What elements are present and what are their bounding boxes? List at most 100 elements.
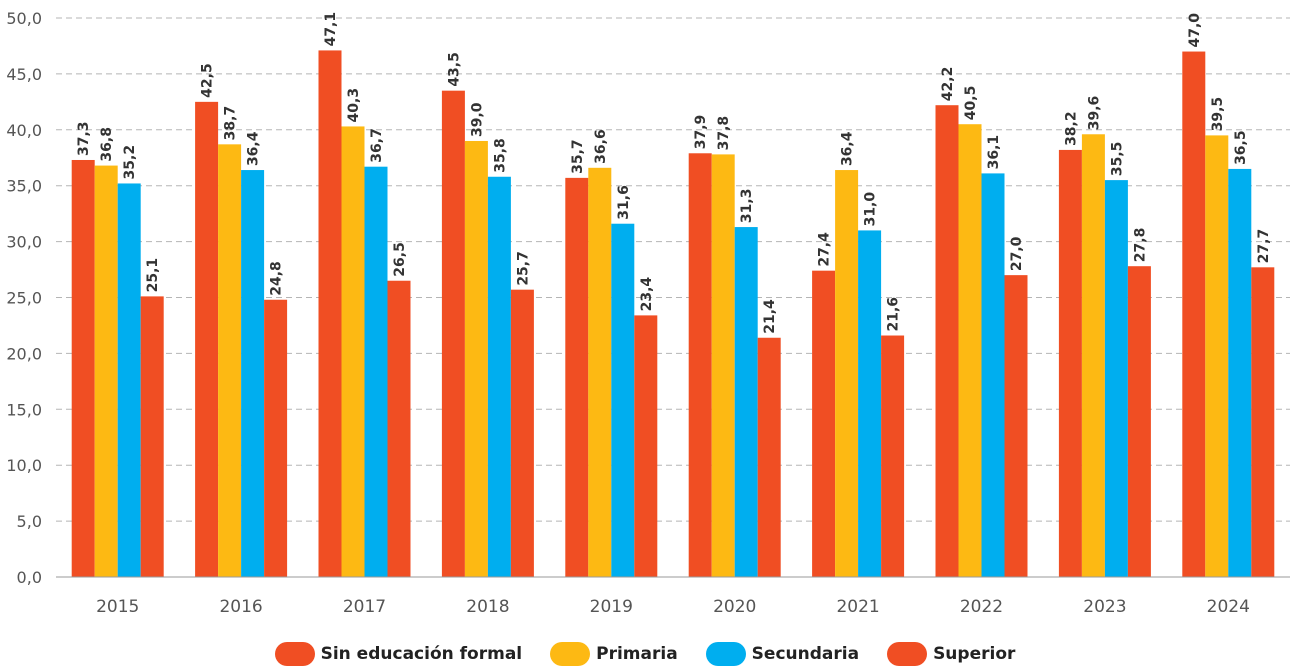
data-label: 31,0 xyxy=(863,192,879,227)
bar xyxy=(195,101,219,577)
bar xyxy=(1228,168,1252,577)
bar xyxy=(711,154,735,577)
data-label: 35,7 xyxy=(570,139,586,174)
data-label: 24,8 xyxy=(269,261,285,296)
y-tick-label: 0,0 xyxy=(17,568,42,587)
data-label: 27,4 xyxy=(817,232,833,267)
bar xyxy=(1182,51,1206,578)
y-tick-label: 30,0 xyxy=(6,233,42,252)
data-label: 36,6 xyxy=(593,129,609,164)
data-label: 42,2 xyxy=(940,67,956,102)
legend-swatch xyxy=(887,642,928,666)
data-label: 37,9 xyxy=(693,115,709,150)
data-label: 43,5 xyxy=(446,52,462,87)
legend-label: Secundaria xyxy=(751,644,860,664)
bars xyxy=(71,50,1275,578)
bar xyxy=(565,177,589,577)
data-label: 47,0 xyxy=(1187,13,1203,48)
legend: Sin educación formal Primaria Secundaria… xyxy=(0,636,1290,672)
y-tick-label: 40,0 xyxy=(6,121,42,140)
data-label: 36,1 xyxy=(986,135,1002,170)
bar xyxy=(1127,266,1151,577)
bar xyxy=(341,126,365,578)
x-tick-label: 2021 xyxy=(836,597,879,617)
legend-swatch xyxy=(705,642,746,666)
bar xyxy=(1251,267,1275,577)
y-tick-label: 45,0 xyxy=(6,65,42,84)
bar xyxy=(218,144,242,578)
bar xyxy=(117,183,141,578)
data-label: 38,7 xyxy=(223,106,239,141)
data-label: 40,3 xyxy=(346,88,362,123)
x-tick-label: 2017 xyxy=(343,597,386,617)
bar xyxy=(734,227,758,578)
bar xyxy=(94,165,118,578)
y-tick-label: 10,0 xyxy=(6,456,42,475)
bar xyxy=(364,166,388,577)
data-label: 40,5 xyxy=(963,86,979,121)
data-label: 39,6 xyxy=(1086,96,1102,131)
bar xyxy=(688,153,712,577)
legend-swatch xyxy=(274,642,315,666)
bar xyxy=(1058,149,1082,577)
legend-item-primaria: Primaria xyxy=(550,642,678,666)
data-label: 36,4 xyxy=(246,131,262,166)
bar xyxy=(1081,134,1105,577)
x-tick-label: 2016 xyxy=(219,597,262,617)
legend-label: Superior xyxy=(933,644,1016,664)
y-tick-label: 50,0 xyxy=(6,9,42,28)
data-label: 42,5 xyxy=(200,63,216,98)
data-label: 37,8 xyxy=(716,116,732,151)
x-tick-label: 2020 xyxy=(713,597,756,617)
bar xyxy=(71,159,95,577)
legend-label: Sin educación formal xyxy=(320,644,523,664)
data-label: 31,3 xyxy=(739,189,755,224)
x-tick-label: 2022 xyxy=(960,597,1003,617)
bar xyxy=(140,296,164,577)
y-axis-ticks: 0,0 5,0 10,0 15,0 20,0 25,0 30,0 35,0 40,0 45,0 50… xyxy=(6,9,42,587)
x-tick-label: 2019 xyxy=(590,597,633,617)
data-label: 38,2 xyxy=(1063,111,1079,146)
data-label: 39,5 xyxy=(1210,97,1226,132)
data-label: 21,4 xyxy=(762,299,778,334)
bar xyxy=(387,280,411,577)
bar xyxy=(835,170,859,577)
data-label: 36,4 xyxy=(840,131,856,166)
data-label: 25,7 xyxy=(515,251,531,286)
data-label: 27,7 xyxy=(1256,229,1272,264)
legend-item-superior: Superior xyxy=(887,642,1015,666)
y-tick-label: 20,0 xyxy=(6,344,42,363)
bar xyxy=(757,337,781,577)
bar xyxy=(958,124,982,578)
legend-item-sin-educacion-formal: Sin educación formal xyxy=(274,642,523,666)
x-tick-label: 2024 xyxy=(1207,597,1250,617)
data-label: 25,1 xyxy=(145,258,161,293)
bar xyxy=(881,335,905,577)
y-tick-label: 35,0 xyxy=(6,177,42,196)
bar xyxy=(264,299,288,577)
data-label: 47,1 xyxy=(323,12,339,47)
data-label: 35,5 xyxy=(1109,142,1125,177)
bar xyxy=(935,105,959,577)
bar xyxy=(1205,135,1229,577)
data-label: 21,6 xyxy=(886,297,902,332)
bar xyxy=(858,230,882,578)
bar xyxy=(812,270,836,577)
y-tick-label: 15,0 xyxy=(6,400,42,419)
data-label: 27,0 xyxy=(1009,236,1025,271)
y-tick-label: 5,0 xyxy=(17,512,42,531)
data-label: 39,0 xyxy=(469,102,485,137)
data-label: 31,6 xyxy=(616,185,632,220)
data-label: 35,2 xyxy=(122,145,138,180)
bar xyxy=(241,170,265,577)
bar xyxy=(441,90,465,578)
data-label: 37,3 xyxy=(76,121,92,156)
bar xyxy=(588,167,612,577)
x-tick-label: 2023 xyxy=(1083,597,1126,617)
data-label: 26,5 xyxy=(392,242,408,277)
bar xyxy=(1004,275,1028,577)
bar xyxy=(487,176,511,578)
data-label: 36,5 xyxy=(1233,130,1249,165)
data-label: 27,8 xyxy=(1132,228,1148,263)
